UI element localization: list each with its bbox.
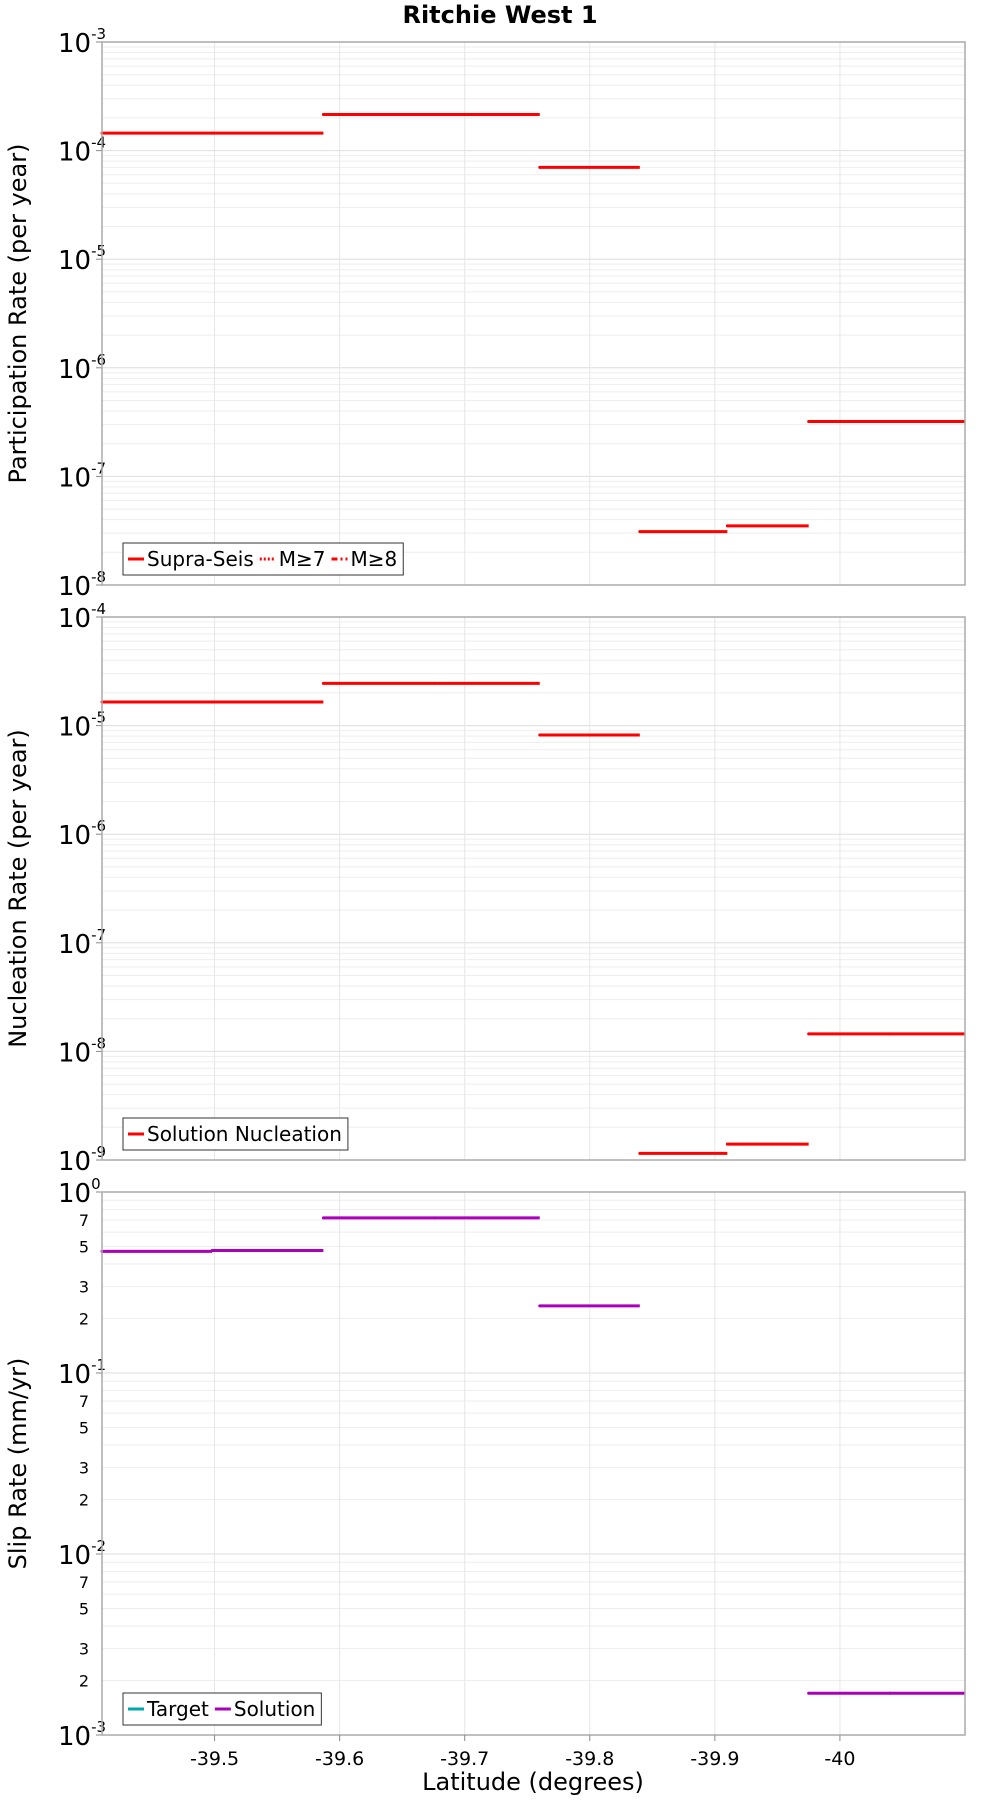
data-point [807, 1032, 811, 1036]
plot-frame [101, 1191, 966, 1736]
x-tick-label: -39.6 [315, 1748, 364, 1770]
y-tick-label: 100 [58, 1175, 101, 1209]
data-point [321, 112, 325, 116]
legend-label: Target [146, 1697, 209, 1721]
legend: Solution Nucleation [122, 1117, 349, 1151]
legend: Target Solution [122, 1692, 322, 1726]
data-point [888, 1032, 892, 1036]
y-tick-label: 10-7 [58, 459, 106, 493]
data-point [210, 1249, 214, 1253]
y-tick-label: 10-1 [58, 1356, 106, 1390]
y-minor-tick-label: 3 [79, 1278, 89, 1297]
y-axis-label: Slip Rate (mm/yr) [4, 1358, 32, 1570]
x-tick-label: -40 [824, 1748, 855, 1770]
data-point [433, 112, 437, 116]
figure-title: Ritchie West 1 [402, 1, 597, 29]
y-tick-label: 10-6 [58, 351, 106, 385]
y-tick-label: 10-4 [58, 600, 106, 634]
y-minor-tick-label: 5 [79, 1418, 89, 1437]
y-minor-tick-label: 7 [79, 1392, 89, 1411]
y-minor-tick-label: 2 [79, 1672, 89, 1691]
y-tick-label: 10-3 [58, 25, 106, 59]
data-point [807, 420, 811, 424]
data-point [321, 1216, 325, 1220]
legend-label: Supra-Seis [147, 547, 254, 571]
y-minor-tick-label: 7 [79, 1573, 89, 1592]
legend-label: M≥8 [351, 547, 398, 571]
plot-area [102, 1192, 965, 1735]
plot-frame [101, 41, 966, 586]
legend: Supra-Seis M≥7 M≥8 [122, 542, 404, 576]
x-axis: -39.5 -39.6 -39.7 -39.8 -39.9 -40 [190, 1735, 855, 1770]
data-point [725, 524, 729, 528]
y-axis-label: Nucleation Rate (per year) [4, 729, 32, 1048]
y-minor-tick-label: 7 [79, 1211, 89, 1230]
data-point [888, 1691, 892, 1695]
legend-box [122, 542, 404, 576]
y-minor-tick-label: 2 [79, 1491, 89, 1510]
y-minor-tick-label: 2 [79, 1310, 89, 1329]
y-minor-tick-label: 5 [79, 1237, 89, 1256]
x-tick-label: -39.8 [565, 1748, 614, 1770]
y-tick-label: 10-5 [58, 242, 106, 276]
x-tick-label: -39.7 [440, 1748, 489, 1770]
x-axis-label: Latitude (degrees) [422, 1768, 644, 1796]
y-minor-tick-label: 3 [79, 1459, 89, 1478]
legend-label: M≥7 [279, 547, 326, 571]
y-tick-label: 10-7 [58, 926, 106, 960]
legend-box [122, 1117, 349, 1151]
data-point [888, 420, 892, 424]
plot-area [102, 42, 965, 585]
data-point [433, 1216, 437, 1220]
data-point [725, 1142, 729, 1146]
data-point [538, 733, 542, 737]
data-point [210, 700, 214, 704]
data-point [210, 131, 214, 135]
plot-area [102, 617, 965, 1160]
plot-frame [101, 616, 966, 1161]
y-axis-label: Participation Rate (per year) [4, 144, 32, 484]
x-tick-label: -39.9 [690, 1748, 739, 1770]
y-minor-tick-label: 5 [79, 1599, 89, 1618]
data-point [807, 1691, 811, 1695]
legend-label: Solution [234, 1697, 315, 1721]
legend-label: Solution Nucleation [147, 1122, 342, 1146]
data-point [321, 681, 325, 685]
data-point [638, 1151, 642, 1155]
y-minor-tick-label: 3 [79, 1640, 89, 1659]
data-point [538, 1304, 542, 1308]
x-tick-label: -39.5 [190, 1748, 239, 1770]
data-point [538, 165, 542, 169]
data-point [433, 681, 437, 685]
data-point [638, 530, 642, 534]
